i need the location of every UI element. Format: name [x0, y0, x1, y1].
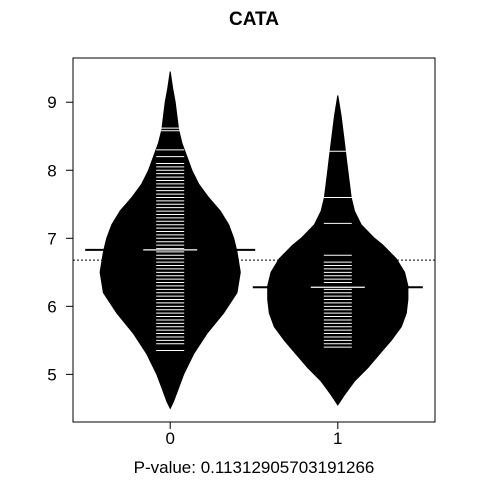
x-axis-label: P-value: 0.11312905703191266 — [134, 458, 375, 477]
y-tick-label: 9 — [47, 93, 56, 112]
x-tick-label: 0 — [165, 429, 174, 448]
x-tick-label: 1 — [333, 429, 342, 448]
y-tick-label: 6 — [47, 297, 56, 316]
bean-0 — [99, 71, 241, 410]
y-tick-label: 7 — [47, 229, 56, 248]
chart-title: CATA — [229, 9, 279, 30]
plot-frame — [72, 57, 436, 423]
y-tick-label: 5 — [47, 365, 56, 384]
y-tick-label: 8 — [47, 161, 56, 180]
bean-1 — [267, 95, 409, 406]
plot-area: 5 6 7 8 9 0 1 — [47, 57, 436, 448]
